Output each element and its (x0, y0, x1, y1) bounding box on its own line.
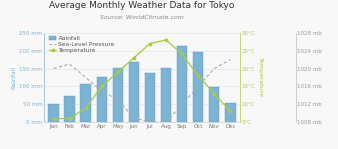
Bar (80, 84, 91, 122)
Legend: Rainfall, Sea-Level Pressure, Temperature: Rainfall, Sea-Level Pressure, Temperatur… (47, 34, 117, 56)
Bar (48, 104, 59, 122)
Y-axis label: Temperature: Temperature (258, 57, 263, 98)
Bar (225, 103, 236, 122)
Bar (177, 46, 187, 122)
Y-axis label: Rainfall: Rainfall (11, 66, 17, 89)
Bar (145, 73, 155, 122)
Bar (193, 52, 203, 122)
Bar (97, 77, 107, 122)
Text: Average Monthly Weather Data for Tokyo: Average Monthly Weather Data for Tokyo (49, 1, 235, 10)
Bar (161, 68, 171, 122)
Bar (209, 87, 219, 122)
Bar (129, 62, 139, 122)
Text: Source: WorldClimate.com: Source: WorldClimate.com (100, 15, 184, 20)
Bar (65, 96, 75, 122)
Bar (113, 68, 123, 122)
